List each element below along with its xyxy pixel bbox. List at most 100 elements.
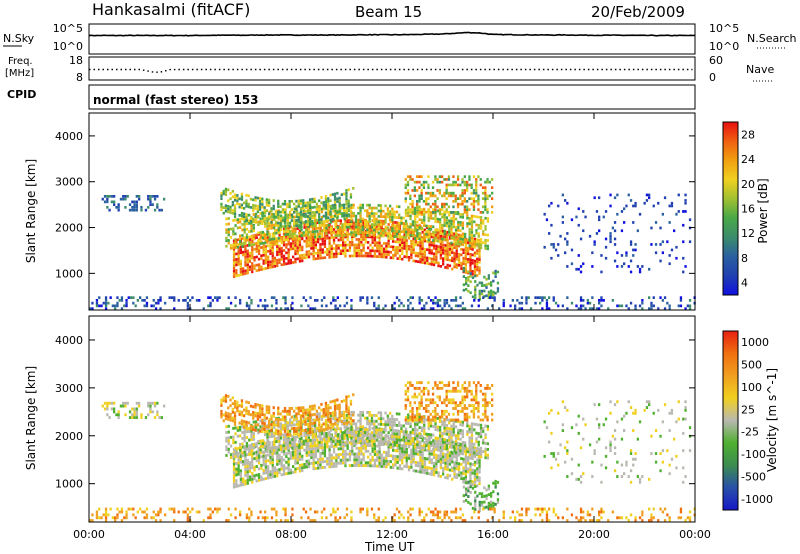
velocity-cell [435, 471, 438, 474]
power-cell [233, 212, 237, 216]
power-cell [604, 256, 608, 260]
velocity-cell [314, 427, 317, 430]
power-cell [393, 301, 396, 305]
velocity-cell [373, 453, 377, 456]
velocity-cell [373, 444, 377, 448]
power-cell [409, 296, 412, 299]
power-cell [456, 202, 460, 206]
power-cell [264, 233, 267, 236]
power-cell [474, 280, 477, 283]
power-cell [462, 251, 465, 254]
power-cell [491, 211, 494, 214]
velocity-cell [303, 434, 306, 438]
power-cell [398, 232, 402, 236]
power-cell [260, 235, 263, 238]
power-cell [232, 242, 236, 245]
power-cell [371, 232, 374, 236]
power-cell [453, 246, 456, 249]
power-cell [279, 217, 283, 221]
velocity-cell [334, 420, 337, 423]
power-cell [382, 231, 385, 235]
power-cell [259, 236, 262, 240]
power-cell [462, 256, 465, 260]
velocity-cell [457, 462, 461, 466]
velocity-cell [437, 439, 440, 443]
velocity-cell [473, 469, 477, 473]
power-cell [443, 299, 446, 302]
power-cell [302, 231, 305, 234]
power-cell [483, 289, 486, 293]
velocity-cell [232, 465, 236, 469]
power-cell [117, 206, 120, 209]
velocity-cell [278, 456, 281, 460]
power-cell [657, 201, 660, 205]
power-cell [177, 299, 180, 302]
velocity-cell [421, 462, 424, 466]
velocity-cell [471, 463, 474, 466]
power-cell [255, 247, 258, 250]
power-cell [280, 263, 283, 267]
power-cell [448, 250, 452, 254]
velocity-cell [410, 465, 413, 469]
velocity-cell [369, 432, 372, 436]
power-cell [95, 301, 99, 305]
power-cell [459, 197, 462, 200]
power-cell [225, 223, 228, 226]
power-cell [332, 255, 336, 259]
power-cell [409, 194, 412, 198]
power-cell [584, 215, 587, 219]
velocity-cell [305, 451, 308, 455]
velocity-cell [384, 437, 387, 441]
velocity-cell [387, 448, 390, 452]
power-cell [126, 195, 129, 198]
velocity-cell [243, 430, 246, 434]
power-cell [439, 256, 442, 260]
power-cell [302, 296, 305, 299]
power-cell [319, 251, 322, 254]
power-cell [239, 259, 242, 263]
power-cell [264, 250, 267, 254]
power-cell [403, 244, 406, 247]
power-cell [305, 245, 308, 248]
velocity-cell [345, 439, 349, 443]
power-cell [251, 267, 254, 271]
velocity-cell [448, 462, 452, 466]
velocity-cell [325, 437, 328, 441]
velocity-cell [378, 464, 381, 468]
power-cell [295, 199, 298, 203]
power-cell [251, 265, 254, 268]
power-cell [414, 226, 417, 229]
colorbar-tick-label: 24 [741, 153, 755, 166]
power-cell [545, 218, 549, 222]
power-cell [429, 211, 432, 214]
velocity-cell [373, 419, 376, 423]
power-cell [353, 246, 356, 249]
power-cell [487, 274, 490, 277]
power-cell [244, 258, 247, 262]
power-cell [418, 237, 421, 241]
power-cell [300, 226, 303, 229]
velocity-cell [462, 469, 465, 473]
velocity-cell [395, 444, 399, 447]
power-cell [236, 218, 239, 221]
power-cell [316, 205, 319, 208]
velocity-cell [330, 459, 333, 463]
power-cell [561, 215, 564, 219]
velocity-cell [286, 441, 289, 445]
velocity-cell [348, 452, 352, 456]
velocity-cell [330, 453, 333, 457]
power-cell [335, 247, 338, 250]
cpid-label: CPID [7, 88, 36, 101]
power-cell [445, 178, 448, 181]
power-cell [411, 223, 414, 226]
power-cell [269, 241, 272, 244]
power-cell [283, 219, 287, 222]
velocity-cell [267, 453, 270, 457]
power-cell [419, 249, 422, 253]
power-cell [261, 236, 264, 240]
power-cell [648, 307, 651, 310]
power-cell [652, 304, 655, 308]
power-cell [373, 226, 376, 229]
power-cell [317, 254, 320, 258]
power-cell [343, 212, 346, 215]
